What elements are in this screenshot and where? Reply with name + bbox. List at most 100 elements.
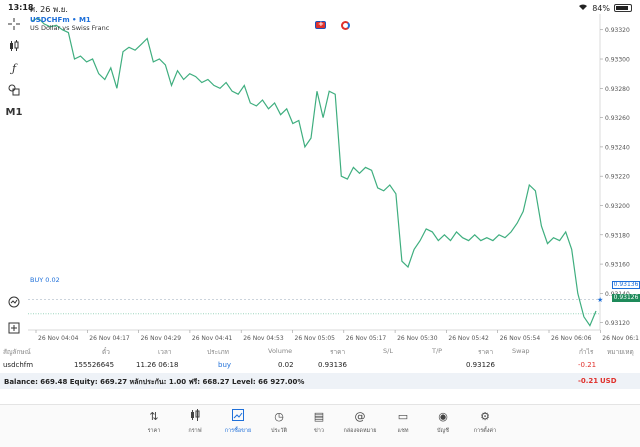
nav-history[interactable]: ◷ ประวัติ [259,409,299,435]
bottom-nav: ⇅ ราคา กราฟ การซื้อขาย ◷ ประวัติ ▤ ข่าว … [0,404,640,447]
indicators-icon[interactable]: ƒ [11,61,17,75]
header-sl[interactable]: S/L [383,347,393,355]
header-volume[interactable]: Volume [268,347,293,355]
nav-mailbox-label: กล่องจดหมาย [343,428,377,434]
header-price[interactable]: ราคา [478,348,494,356]
battery-icon [614,4,632,12]
status-date: ศ. 26 พ.ย. [30,5,68,14]
y-tick-label: 0.93260 [605,115,630,122]
chart-canvas[interactable]: 0.93320 0.93300 0.93280 0.93260 0.93240 0.932… [28,14,640,344]
nav-news-label: ข่าว [314,428,324,434]
x-tick-label: 26 Nov 04:53 [243,335,284,342]
x-tick-label: 26 Nov 05:17 [346,335,387,342]
nav-settings[interactable]: ⚙ การตั้งค่า [465,409,505,435]
nav-trade[interactable]: การซื้อขาย [218,409,258,435]
nav-chart[interactable]: กราฟ [175,409,215,435]
status-bar: 13:18 ศ. 26 พ.ย. 84% [0,0,640,14]
candlestick-type-icon[interactable] [6,38,22,54]
nav-trade-label: การซื้อขาย [224,428,252,434]
nav-news[interactable]: ▤ ข่าว [299,409,339,435]
x-tick-label: 26 Nov 05:30 [397,335,438,342]
balance-summary: Balance: 669.48 Equity: 669.27 หลักประกั… [4,378,305,386]
y-tick-label: 0.93240 [605,144,630,151]
header-profit[interactable]: กำไร [579,348,594,356]
history-clock-icon: ◷ [274,410,284,423]
header-comment[interactable]: หมายเหตุ [607,348,634,356]
buy-line-label: BUY 0.02 [30,276,60,284]
y-tick-label: 0.93280 [605,86,630,93]
chart-symbol: USDCHFm • M1 [30,16,91,24]
row-ticket: 155526645 [74,361,115,369]
nav-chat-label: แชท [397,428,409,434]
balance-bar: Balance: 669.48 Equity: 669.27 หลักประกั… [0,373,640,389]
chart-toolbar: ƒ M1 [0,14,28,344]
x-tick-label: 26 Nov 06:06 [551,335,592,342]
account-icon: ◉ [438,410,448,423]
y-tick-label: 0.93120 [605,320,630,327]
nav-settings-label: การตั้งค่า [473,428,497,434]
nav-history-label: ประวัติ [270,428,288,434]
row-volume: 0.02 [278,361,294,369]
positions-header: สัญลักษณ์ ตั๋ว เวลา ประเภท Volume ราคา S… [0,344,640,358]
header-open-price[interactable]: ราคา [330,348,346,356]
at-sign-icon: @ [354,410,366,423]
y-tick-label: 0.93220 [605,174,630,181]
currency-label: USD [600,377,617,385]
news-icon: ▤ [313,410,325,423]
price-series-line [31,17,597,327]
y-tick-label: 0.93320 [605,27,630,34]
price-chart[interactable]: 0.93320 0.93300 0.93280 0.93260 0.93240 0.932… [28,14,640,344]
wifi-icon [578,3,588,13]
status-right: 84% [578,3,632,13]
gear-icon: ⚙ [480,410,490,423]
candlestick-icon [175,409,215,425]
zoom-icon[interactable] [6,294,22,310]
row-price: 0.93126 [466,361,495,369]
swiss-flag-icon [315,20,326,29]
x-tick-label: 26 Nov 05:54 [500,335,541,342]
row-profit: -0.21 [578,361,597,369]
status-time: 13:18 [8,3,34,12]
chat-bubble-icon: ▭ [397,410,409,423]
table-row[interactable]: usdchfm 155526645 11.26 06:18 buy 0.02 0… [0,358,640,372]
crosshair-icon[interactable] [6,16,22,32]
chart-symbol-description: US Dollar vs Swiss Franc [30,24,110,32]
nav-chat[interactable]: ▭ แชท [383,409,423,435]
x-tick-label: 26 Nov 04:04 [38,335,79,342]
row-symbol: usdchfm [3,361,34,369]
buy-marker-icon: ★ [597,296,603,304]
row-open-price: 0.93136 [318,361,347,369]
header-ticket[interactable]: ตั๋ว [102,348,110,356]
nav-chart-label: กราฟ [188,428,202,434]
row-type: buy [218,361,232,369]
y-tick-label: 0.93180 [605,232,630,239]
new-order-icon[interactable] [6,320,22,336]
header-tp[interactable]: T/P [432,347,443,355]
current-price-tag: 0.93126 [612,294,640,302]
nav-mailbox[interactable]: @ กล่องจดหมาย [340,409,380,435]
buy-price-tag: 0.93136 [612,281,640,289]
y-tick-label: 0.93160 [605,262,630,269]
y-tick-label: 0.93200 [605,203,630,210]
sort-arrows-icon: ⇅ [149,410,159,423]
nav-quotes[interactable]: ⇅ ราคา [134,409,174,435]
header-swap[interactable]: Swap [512,347,530,355]
x-tick-label: 26 Nov 04:41 [192,335,233,342]
x-tick-label: 26 Nov 05:42 [448,335,489,342]
timeframe-m1[interactable]: M1 [5,106,23,118]
header-time[interactable]: เวลา [158,348,172,356]
nav-account[interactable]: ◉ บัญชี [423,409,463,435]
nav-account-label: บัญชี [437,428,449,434]
row-time: 11.26 06:18 [136,361,179,369]
x-tick-label: 26 Nov 04:17 [89,335,130,342]
header-symbol[interactable]: สัญลักษณ์ [3,348,31,356]
y-tick-label: 0.93300 [605,57,630,64]
nav-quotes-label: ราคา [147,428,161,434]
total-profit: -0.21 [578,377,599,385]
x-tick-label: 26 Nov 04:29 [141,335,182,342]
header-type[interactable]: ประเภท [207,348,229,356]
x-tick-label: 26 Nov 05:05 [295,335,336,342]
trade-chart-icon [218,409,258,425]
x-tick-label: 26 Nov 06:1 [602,335,639,342]
objects-icon[interactable] [6,82,22,98]
